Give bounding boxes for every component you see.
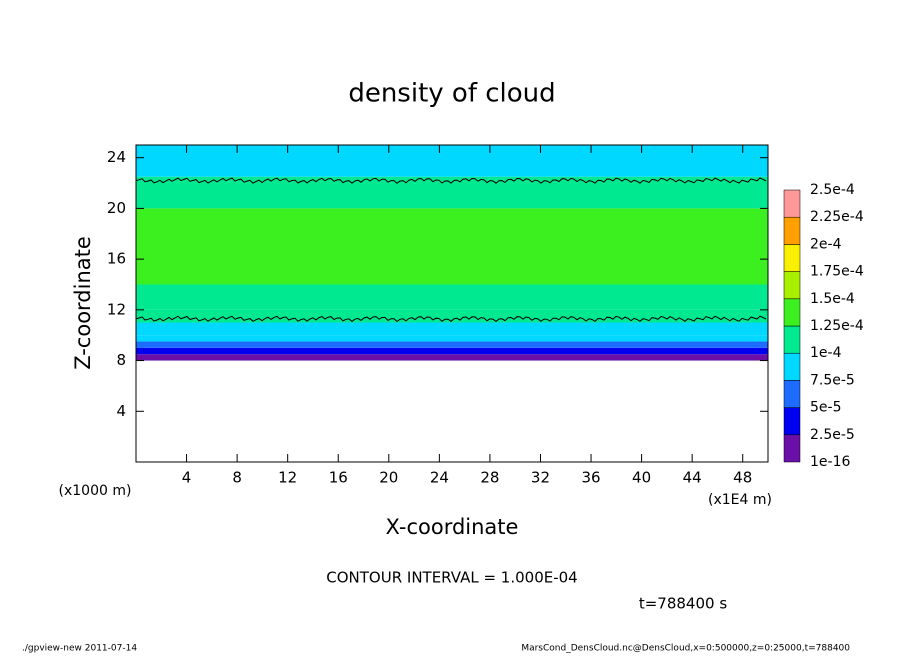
x-tick-label: 48 [733,469,752,487]
colorbar-label: 1.5e-4 [810,291,855,307]
x-tick-label: 4 [182,469,192,487]
contour-line [135,315,767,323]
x-tick-label: 36 [581,469,600,487]
colorbar-swatch [783,352,801,381]
y-tick-label: 12 [107,300,126,318]
footer-left: ./gpview-new 2011-07-14 [22,644,137,654]
heat-band [136,347,768,355]
heat-band [136,335,768,342]
x-tick-label: 40 [632,469,651,487]
colorbar-label: 2.25e-4 [810,209,864,225]
x-tick-label: 12 [278,469,297,487]
x-axis-label: X-coordinate [386,515,519,539]
x-tick-label: 8 [232,469,242,487]
y-tick-label: 4 [116,402,126,420]
contour-interval: CONTOUR INTERVAL = 1.000E-04 [326,569,577,587]
contour-line [135,177,767,184]
colorbar-swatch [783,216,801,245]
colorbar-swatch [783,380,801,408]
y-tick-label: 20 [107,199,126,217]
x-tick-label: 24 [430,469,449,487]
heat-band [136,354,768,361]
colorbar-label: 2.5e-4 [810,182,855,198]
colorbar-label: 2.5e-5 [810,427,855,443]
colorbar-swatch [783,434,801,463]
x-tick-label: 44 [683,469,702,487]
y-axis-label: Z-coordinate [71,236,95,370]
heat-band [136,176,768,209]
y-tick-label: 16 [107,250,126,268]
y-tick-label: 8 [116,351,126,369]
y-unit-label: (x1000 m) [59,483,132,499]
colorbar-swatch [783,189,801,218]
heat-band [136,208,768,285]
heat-band [136,322,768,336]
plot-frame [135,144,769,463]
colorbar-swatch [783,325,801,354]
x-tick-label: 28 [480,469,499,487]
colorbar-swatch [783,271,801,300]
colorbar-label: 1e-4 [810,345,842,361]
x-tick-label: 16 [329,469,348,487]
colorbar-swatch [783,244,801,272]
colorbar-swatch [783,407,801,436]
heat-band [136,309,768,323]
colorbar-label: 7.5e-5 [810,372,855,388]
heat-band [136,145,768,177]
heat-band [136,284,768,310]
colorbar-label: 5e-5 [810,400,841,416]
colorbar-label: 2e-4 [810,236,842,252]
x-tick-label: 20 [379,469,398,487]
colorbar-swatch [783,298,801,327]
footer-right: MarsCond_DensCloud.nc@DensCloud,x=0:5000… [521,644,850,654]
colorbar-label: 1.75e-4 [810,264,864,280]
colorbar-label: 1e-16 [810,454,850,470]
x-tick-label: 32 [531,469,550,487]
heat-band [136,341,768,348]
y-tick-label: 24 [107,148,126,166]
time-label: t=788400 s [639,595,727,613]
colorbar-label: 1.25e-4 [810,318,864,334]
chart-title: density of cloud [348,79,555,109]
x-unit-label: (x1E4 m) [708,492,772,508]
